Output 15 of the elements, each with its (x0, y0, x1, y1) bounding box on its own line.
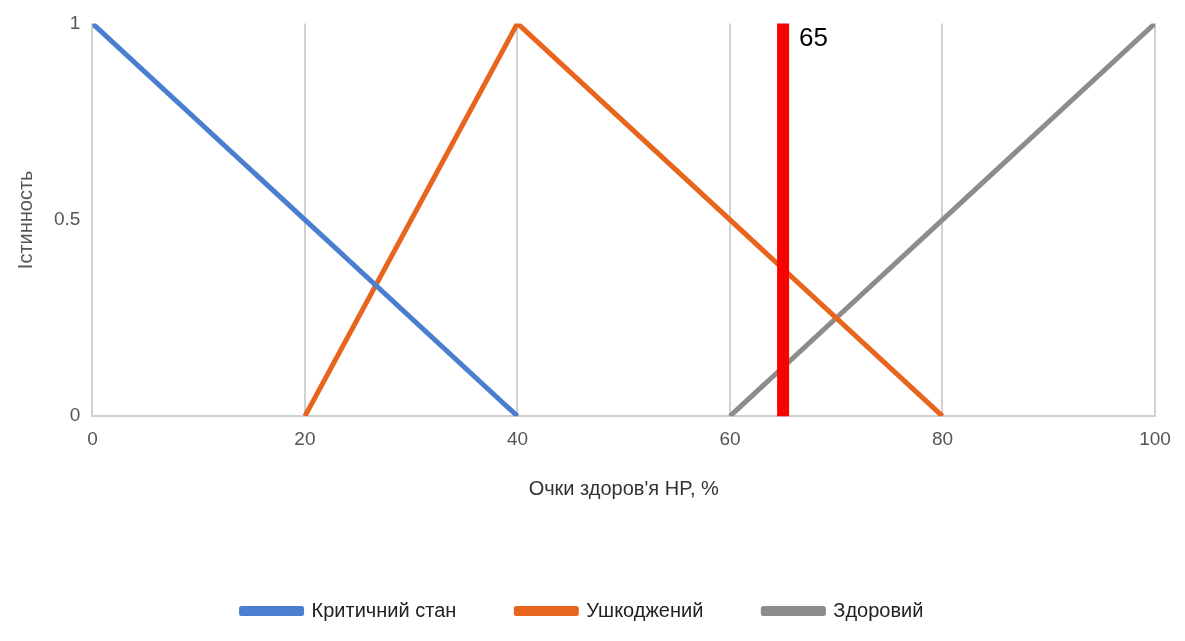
x-axis-title: Очки здоров'я HP, % (528, 476, 719, 499)
y-axis-title: Істинность (13, 170, 36, 270)
x-tick-label: 20 (294, 427, 316, 449)
y-tick-label: 1 (69, 11, 81, 33)
x-tick-label: 0 (87, 427, 98, 449)
legend-label: Здоровий (833, 598, 924, 621)
legend-label: Критичний стан (311, 598, 457, 621)
x-tick-label: 40 (506, 427, 529, 449)
x-tick-label: 100 (1139, 427, 1171, 449)
y-tick-label: 0 (69, 404, 81, 426)
ref-line-label: 65 (799, 21, 829, 52)
legend-label: Ушкоджений (586, 598, 704, 621)
y-tick-label: 0.5 (53, 208, 81, 230)
x-tick-label: 60 (719, 427, 741, 449)
x-tick-label: 80 (931, 427, 954, 449)
